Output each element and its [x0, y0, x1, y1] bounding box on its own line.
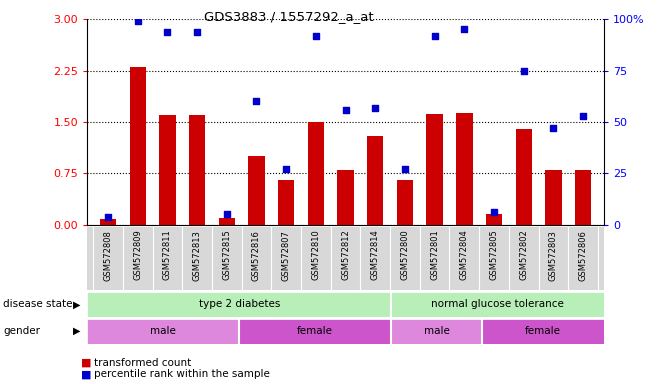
- Bar: [248, 156, 264, 225]
- Bar: [486, 214, 502, 225]
- Text: GSM572803: GSM572803: [549, 230, 558, 281]
- Point: [429, 33, 440, 39]
- Bar: [427, 114, 443, 225]
- Bar: [391, 292, 604, 317]
- Text: GSM572812: GSM572812: [341, 230, 350, 280]
- Point: [132, 18, 143, 24]
- Bar: [239, 319, 391, 344]
- Bar: [100, 219, 116, 225]
- Bar: [456, 113, 472, 225]
- Point: [221, 211, 232, 217]
- Text: type 2 diabetes: type 2 diabetes: [199, 299, 280, 310]
- Point: [548, 125, 559, 131]
- Bar: [87, 292, 391, 317]
- Bar: [546, 170, 562, 225]
- Point: [519, 68, 529, 74]
- Bar: [575, 170, 591, 225]
- Point: [162, 28, 172, 35]
- Text: female: female: [297, 326, 333, 336]
- Bar: [391, 319, 482, 344]
- Point: [370, 104, 380, 111]
- Text: GSM572800: GSM572800: [401, 230, 409, 280]
- Text: GSM572804: GSM572804: [460, 230, 469, 280]
- Text: male: male: [424, 326, 450, 336]
- Text: GSM572816: GSM572816: [252, 230, 261, 281]
- Text: GSM572808: GSM572808: [103, 230, 113, 281]
- Text: transformed count: transformed count: [94, 358, 191, 368]
- Bar: [308, 122, 324, 225]
- Text: GSM572806: GSM572806: [578, 230, 588, 281]
- Bar: [367, 136, 383, 225]
- Text: GSM572810: GSM572810: [311, 230, 320, 280]
- Point: [400, 166, 411, 172]
- Text: GSM572805: GSM572805: [490, 230, 499, 280]
- Text: ■: ■: [81, 358, 91, 368]
- Bar: [219, 218, 235, 225]
- Text: male: male: [150, 326, 176, 336]
- Text: GSM572811: GSM572811: [163, 230, 172, 280]
- Point: [280, 166, 291, 172]
- Bar: [159, 115, 176, 225]
- Text: female: female: [525, 326, 561, 336]
- Text: normal glucose tolerance: normal glucose tolerance: [431, 299, 564, 310]
- Bar: [189, 115, 205, 225]
- Bar: [482, 319, 604, 344]
- Text: percentile rank within the sample: percentile rank within the sample: [94, 369, 270, 379]
- Text: GSM572802: GSM572802: [519, 230, 528, 280]
- Point: [459, 26, 470, 33]
- Point: [340, 106, 351, 113]
- Text: GSM572809: GSM572809: [134, 230, 142, 280]
- Text: GSM572807: GSM572807: [282, 230, 291, 281]
- Text: ■: ■: [81, 369, 91, 379]
- Point: [192, 28, 203, 35]
- Point: [311, 33, 321, 39]
- Text: GSM572801: GSM572801: [430, 230, 439, 280]
- Text: ▶: ▶: [73, 326, 81, 336]
- Bar: [87, 319, 239, 344]
- Point: [103, 214, 113, 220]
- Text: GSM572815: GSM572815: [222, 230, 231, 280]
- Bar: [338, 170, 354, 225]
- Bar: [515, 129, 532, 225]
- Text: GSM572813: GSM572813: [193, 230, 201, 281]
- Text: GSM572814: GSM572814: [371, 230, 380, 280]
- Bar: [278, 180, 295, 225]
- Text: gender: gender: [3, 326, 40, 336]
- Text: disease state: disease state: [3, 299, 73, 310]
- Point: [251, 98, 262, 104]
- Point: [578, 113, 588, 119]
- Bar: [397, 180, 413, 225]
- Bar: [130, 67, 146, 225]
- Point: [488, 209, 499, 215]
- Text: GDS3883 / 1557292_a_at: GDS3883 / 1557292_a_at: [204, 10, 373, 23]
- Text: ▶: ▶: [73, 299, 81, 310]
